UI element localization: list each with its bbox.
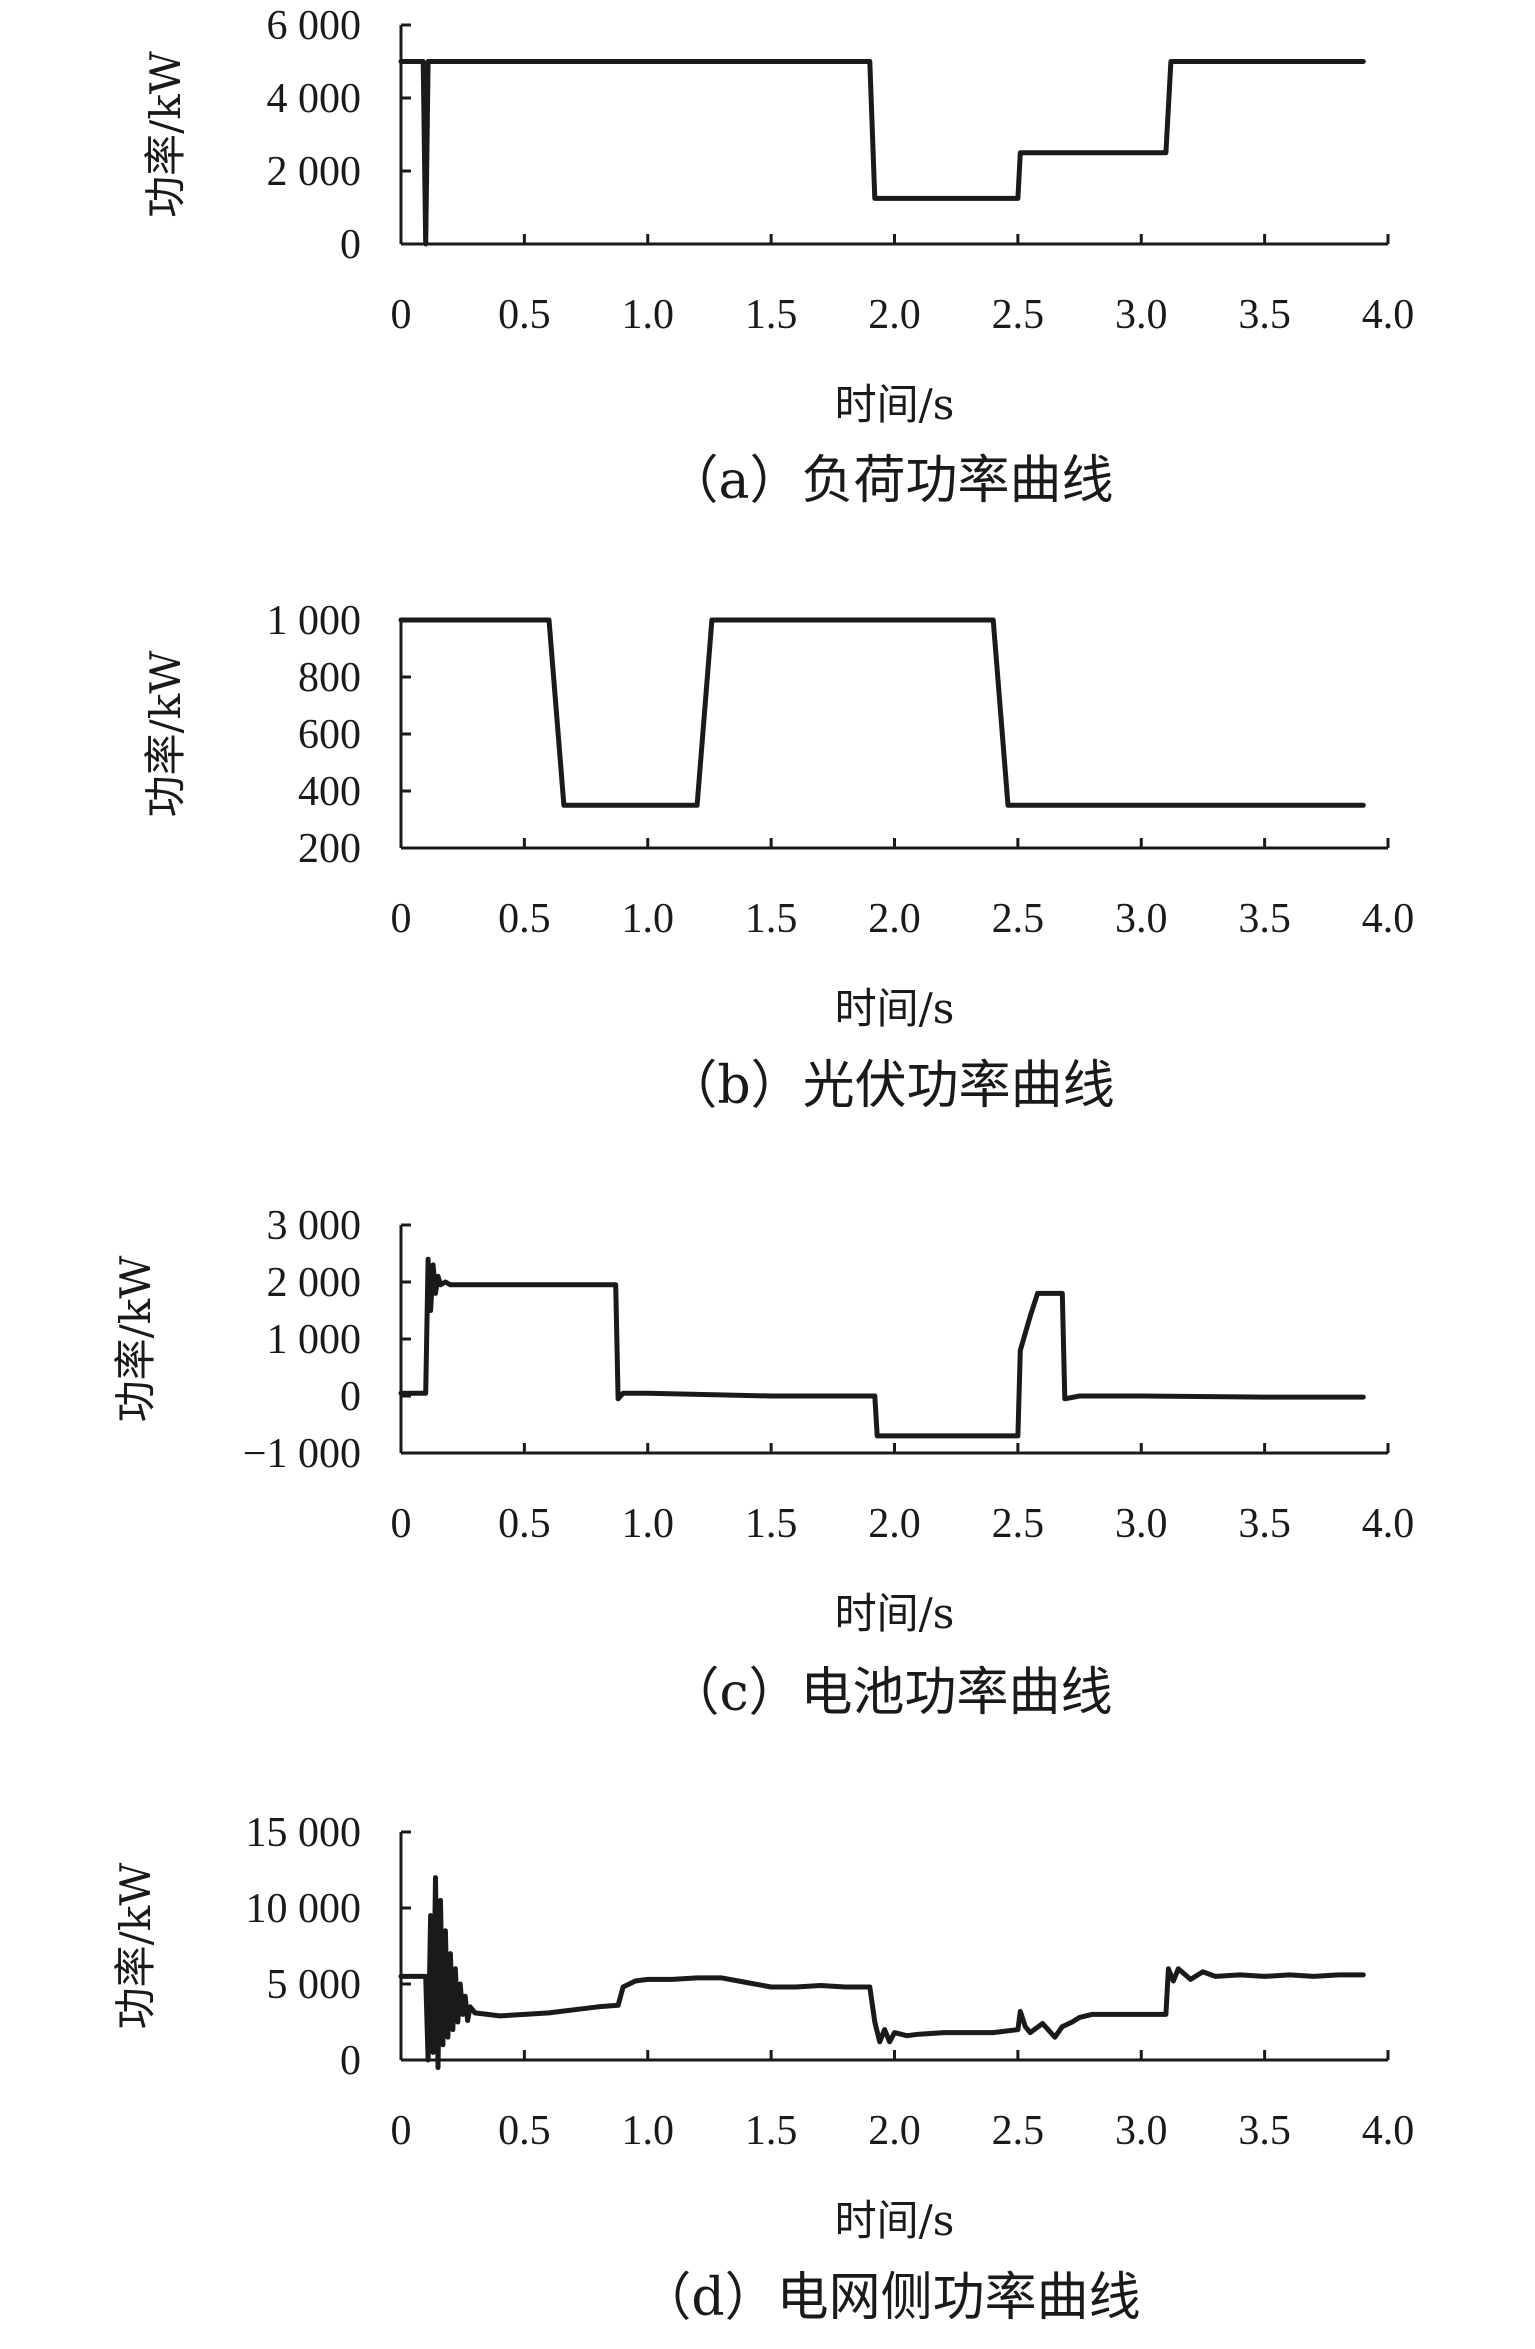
x-tick-label: 1.5 — [745, 292, 798, 338]
x-tick-label: 1.0 — [622, 2108, 675, 2154]
y-axis-label: 功率/kW — [141, 50, 190, 218]
x-tick-label: 0 — [391, 896, 412, 942]
y-tick-label: 0 — [340, 222, 361, 268]
x-tick-label: 4.0 — [1362, 1501, 1415, 1547]
y-tick-label: 2 000 — [267, 149, 362, 195]
x-tick-label: 0 — [391, 2108, 412, 2154]
y-tick-label: −1 000 — [243, 1431, 361, 1477]
x-tick-label: 2.5 — [992, 896, 1045, 942]
y-tick-label: 600 — [298, 712, 361, 758]
y-tick-label: 0 — [340, 2038, 361, 2084]
x-tick-label: 2.0 — [868, 896, 921, 942]
y-tick-label: 400 — [298, 769, 361, 815]
y-tick-label: 4 000 — [267, 76, 362, 122]
x-tick-label: 1.0 — [622, 1501, 675, 1547]
y-tick-label: 0 — [340, 1374, 361, 1420]
y-tick-label: 3 000 — [267, 1203, 362, 1249]
y-axis-label: 功率/kW — [141, 650, 190, 818]
x-tick-label: 0.5 — [498, 2108, 551, 2154]
y-tick-label: 1 000 — [267, 598, 362, 644]
x-axis-label: 时间/s — [835, 1589, 955, 1638]
x-tick-label: 2.5 — [992, 292, 1045, 338]
y-tick-label: 2 000 — [267, 1260, 362, 1306]
panel-d-grid-power: 0 5 000 10 000 15 000 0 0.5 1.0 1.5 2.0 2.5 3.0 3.5… — [111, 1810, 1414, 2328]
y-tick-label: 10 000 — [246, 1886, 362, 1932]
y-tick-label: 6 000 — [267, 3, 362, 49]
x-tick-label: 2.5 — [992, 1501, 1045, 1547]
series-line — [398, 1256, 1366, 1439]
x-tick-label: 1.0 — [622, 292, 675, 338]
x-tick-label: 2.5 — [992, 2108, 1045, 2154]
y-tick-label: 200 — [298, 826, 361, 872]
x-tick-label: 3.0 — [1115, 2108, 1168, 2154]
x-tick-label: 0 — [391, 292, 412, 338]
x-tick-label: 0.5 — [498, 896, 551, 942]
panel-caption: （a）负荷功率曲线 — [666, 451, 1113, 511]
panel-c-battery-power: −1 000 0 1 000 2 000 3 000 0 0.5 1.0 1.5 2.0 2.5 3.… — [111, 1203, 1414, 1723]
y-axis-label: 功率/kW — [111, 1255, 160, 1423]
x-tick-label: 4.0 — [1362, 292, 1415, 338]
series-line — [398, 59, 1366, 247]
x-tick-label: 4.0 — [1362, 2108, 1415, 2154]
x-tick-label: 2.0 — [868, 2108, 921, 2154]
x-tick-label: 3.0 — [1115, 896, 1168, 942]
x-tick-label: 4.0 — [1362, 896, 1415, 942]
x-tick-label: 1.5 — [745, 1501, 798, 1547]
x-tick-label: 3.0 — [1115, 292, 1168, 338]
x-tick-label: 0.5 — [498, 1501, 551, 1547]
x-tick-label: 2.0 — [868, 292, 921, 338]
x-axis-label: 时间/s — [835, 984, 955, 1033]
x-tick-label: 2.0 — [868, 1501, 921, 1547]
series-line — [398, 617, 1366, 808]
x-tick-label: 3.5 — [1238, 1501, 1291, 1547]
x-tick-label: 0 — [391, 1501, 412, 1547]
x-tick-label: 1.0 — [622, 896, 675, 942]
x-axis-label: 时间/s — [835, 2196, 955, 2245]
panel-caption: （c）电池功率曲线 — [667, 1663, 1112, 1723]
x-tick-label: 0.5 — [498, 292, 551, 338]
x-tick-label: 3.5 — [1238, 2108, 1291, 2154]
y-tick-label: 15 000 — [246, 1810, 362, 1856]
y-tick-label: 5 000 — [267, 1962, 362, 2008]
panel-caption: （b）光伏功率曲线 — [665, 1056, 1114, 1116]
x-tick-label: 1.5 — [745, 2108, 798, 2154]
x-axis-label: 时间/s — [835, 380, 955, 429]
panel-caption: （d）电网侧功率曲线 — [639, 2268, 1140, 2328]
panel-b-pv-power: 200 400 600 800 1 000 0 0.5 1.0 1.5 2.0 2.5 3.0 3.5 4… — [141, 598, 1414, 1116]
x-tick-label: 3.5 — [1238, 896, 1291, 942]
panel-a-load-power: 0 2 000 4 000 6 000 0 0.5 1.0 1.5 2.0 2.5 3.0 3.5 4.… — [141, 3, 1414, 511]
x-tick-label: 3.0 — [1115, 1501, 1168, 1547]
x-tick-label: 1.5 — [745, 896, 798, 942]
y-tick-label: 800 — [298, 655, 361, 701]
y-tick-label: 1 000 — [267, 1317, 362, 1363]
y-axis-label: 功率/kW — [111, 1862, 160, 2030]
series-line — [398, 1875, 1366, 2071]
x-tick-label: 3.5 — [1238, 292, 1291, 338]
